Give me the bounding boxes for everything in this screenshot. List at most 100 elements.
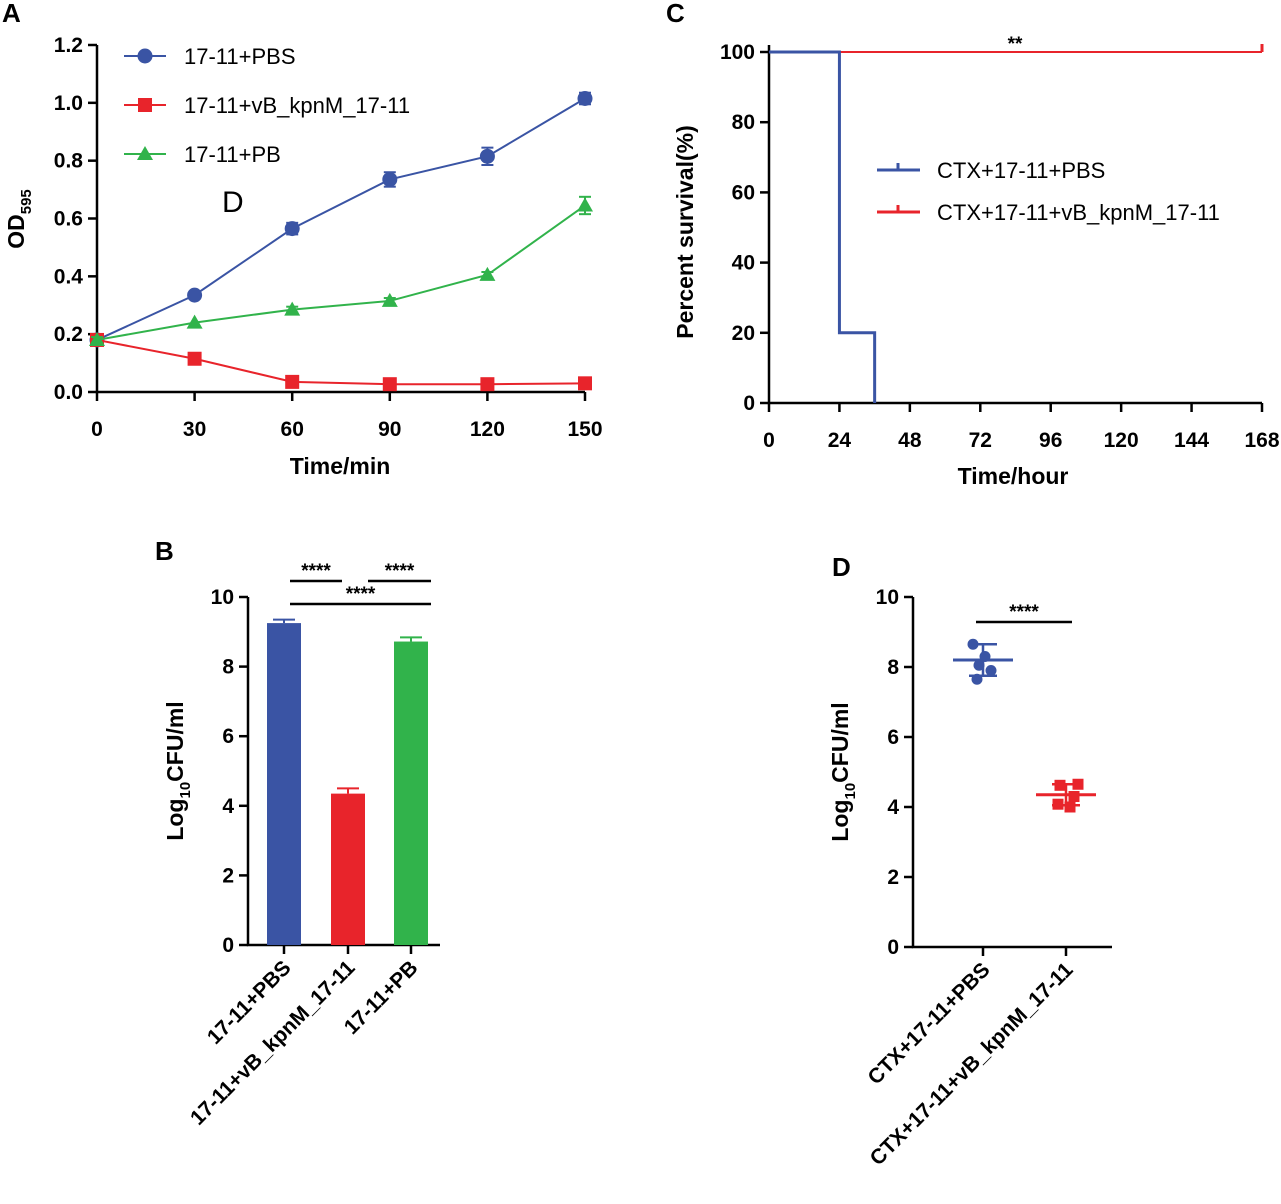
panel-a-y-axis-title: OD595 [3, 189, 35, 249]
data-point-pbs [187, 287, 203, 303]
significance-label: **** [346, 584, 376, 605]
panel-d: D 0 2 4 6 8 10 CTX+17-11+PBSCTX+17-11+vB_kpnM… [827, 552, 1112, 1170]
x-tick-label: 0 [763, 429, 775, 452]
y-tick-label: 6 [887, 726, 899, 749]
series-line-pb [96, 204, 586, 341]
data-point-phage [382, 377, 397, 392]
data-point-pbs [382, 171, 398, 187]
svg-text:OD595: OD595 [3, 189, 35, 249]
data-point-phage [285, 374, 300, 389]
y-tick-label: 100 [720, 41, 755, 64]
panel-a-legend: 17-11+PBS 17-11+vB_kpnM_17-11 17-11+PB [124, 44, 410, 167]
x-tick-label: 48 [898, 429, 922, 452]
data-point-pbs [577, 90, 593, 106]
panel-a-x-axis-title: Time/min [290, 453, 391, 479]
panel-a: A 0.0 0.2 0.4 0.6 0.8 1.0 1.2 0 30 60 90 120 150 Ti… [2, 0, 603, 479]
data-point-phage [187, 351, 202, 366]
data-point-pb [186, 314, 203, 329]
panel-b-significance: **** **** **** [290, 561, 431, 606]
data-point-ctx-phage [1064, 801, 1076, 813]
survival-curve-ctx-pbs [769, 50, 877, 403]
panel-a-x-ticks: 0 30 60 90 120 150 [91, 392, 603, 441]
y-tick-label: 40 [732, 252, 755, 275]
data-point-pb [479, 266, 496, 281]
y-tick-label: 2 [887, 866, 899, 889]
y-tick-label: 0 [222, 934, 234, 957]
y-tick-label: 20 [732, 322, 755, 345]
panel-b-letter: B [155, 536, 174, 566]
panel-b-y-ticks: 0 2 4 6 8 10 [211, 586, 248, 957]
y-tick-label: 10 [876, 586, 899, 609]
data-point-pbs [479, 148, 495, 164]
legend-marker-pbs [137, 48, 153, 64]
x-tick-label: 144 [1174, 429, 1209, 452]
panel-c-legend: CTX+17-11+PBS CTX+17-11+vB_kpnM_17-11 [877, 158, 1220, 225]
x-tick-label: 150 [567, 418, 602, 441]
y-tick-label: 0.2 [54, 323, 83, 346]
y-tick-label: 0.8 [54, 150, 84, 173]
data-point-pb [577, 197, 593, 212]
panel-a-series [89, 90, 593, 392]
panel-c-y-axis-title: Percent survival(%) [672, 125, 698, 338]
panel-d-y-axis-title: Log10CFU/ml [827, 702, 859, 841]
data-point-pb [381, 292, 398, 307]
panel-d-y-title-sub: 10 [842, 783, 859, 800]
legend-label-ctx-pbs: CTX+17-11+PBS [937, 158, 1105, 183]
y-tick-label: 1.0 [54, 92, 83, 115]
series-line-pbs [96, 97, 586, 341]
y-tick-label: 0.0 [54, 381, 83, 404]
data-point-pb [89, 331, 105, 346]
panel-b: B 0 2 4 6 8 10 **** **** **** 17-11+PBS17-11+vB… [155, 536, 440, 1130]
panel-b-y-title-main: Log [162, 799, 188, 841]
panel-d-y-title-main: Log [827, 800, 853, 842]
panel-d-y-ticks: 0 2 4 6 8 10 [876, 586, 913, 959]
panel-c-significance: ** [1008, 34, 1023, 55]
y-tick-label: 0 [887, 936, 899, 959]
x-tick-label: 72 [969, 429, 992, 452]
legend-label-pbs: 17-11+PBS [184, 44, 296, 69]
x-tick-label: 24 [828, 429, 852, 452]
panel-c-letter: C [666, 0, 685, 28]
panel-c-x-axis-title: Time/hour [958, 463, 1069, 489]
y-tick-label: 0.4 [54, 265, 84, 288]
data-point-phage [480, 377, 495, 392]
x-tick-label: 90 [378, 418, 401, 441]
svg-text:Log10CFU/ml: Log10CFU/ml [827, 702, 859, 841]
y-tick-label: 80 [732, 111, 755, 134]
data-point-pbs [284, 221, 300, 237]
panel-a-y-ticks: 0.0 0.2 0.4 0.6 0.8 1.0 1.2 [54, 34, 97, 404]
legend-marker-pb [137, 146, 153, 160]
panel-a-y-title-main: OD [3, 214, 29, 249]
panel-b-bars [267, 618, 428, 954]
data-point-ctx-phage [1068, 791, 1080, 802]
y-tick-label: 6 [222, 725, 234, 748]
data-point-pb [284, 301, 301, 316]
y-tick-label: 8 [887, 656, 899, 679]
panel-d-letter: D [832, 552, 851, 582]
panel-d-significance: **** [1009, 602, 1039, 623]
x-tick-label: 168 [1244, 429, 1279, 452]
bar-pb [394, 641, 428, 945]
panel-b-y-title-sub: 10 [177, 782, 194, 799]
panel-d-points [953, 638, 1096, 956]
y-tick-label: 4 [222, 795, 234, 818]
panel-c: C 0 20 40 60 80 100 0 24 48 72 96 120 144 168 Time/h… [666, 0, 1280, 489]
legend-label-pb: 17-11+PB [184, 142, 281, 167]
x-tick-label: 120 [1104, 429, 1139, 452]
x-tick-label: 60 [281, 418, 304, 441]
data-point-phage [578, 376, 592, 391]
bar-phage [331, 793, 365, 945]
series-line-phage [96, 338, 586, 386]
panel-a-annotation: D [222, 186, 244, 219]
panel-c-x-ticks: 0 24 48 72 96 120 144 168 [763, 403, 1280, 452]
legend-marker-phage [138, 98, 152, 112]
legend-label-phage: 17-11+vB_kpnM_17-11 [184, 93, 410, 118]
panel-c-y-ticks: 0 20 40 60 80 100 [720, 41, 769, 415]
y-tick-label: 0 [743, 392, 755, 415]
y-tick-label: 10 [211, 586, 234, 609]
panel-a-y-title-sub: 595 [18, 189, 35, 214]
x-tick-label: 96 [1039, 429, 1062, 452]
panel-c-series [769, 44, 1264, 403]
